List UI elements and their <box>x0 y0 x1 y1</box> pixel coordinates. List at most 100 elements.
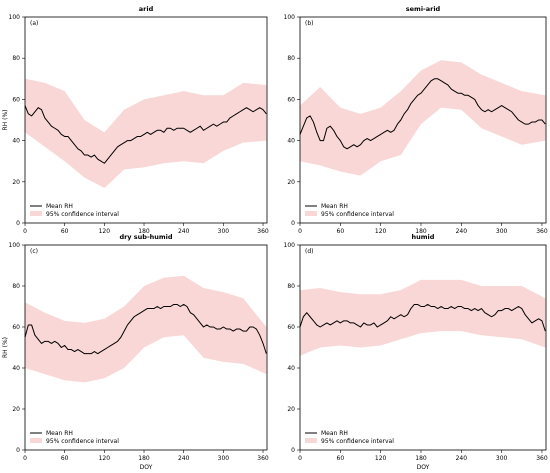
panel-label: (d) <box>305 248 314 255</box>
axes-frame <box>299 16 547 224</box>
plot-area <box>299 60 546 176</box>
confidence-band <box>300 279 546 356</box>
y-axis-label: RH (%) <box>2 337 9 358</box>
y-axis-label: RH (%) <box>2 110 9 131</box>
legend-label-band: 95% confidence interval <box>321 211 394 218</box>
axes-frame <box>24 16 268 224</box>
y-tick-label: 60 <box>287 324 295 331</box>
plot-area <box>24 78 267 188</box>
panel-dry-sub-humid: 0 60 120 180 240 300 360 0 20 40 60 80 100 dry sub-hu… <box>2 233 269 471</box>
x-tick-label: 60 <box>61 228 69 235</box>
x-tick-label: 300 <box>496 455 508 462</box>
x-tick-label: 240 <box>178 455 190 462</box>
panel-arid: 0 60 120 180 240 300 360 0 20 40 60 80 100 arid (a) RH … <box>2 5 269 235</box>
x-tick-label: 300 <box>496 228 508 235</box>
x-tick-label: 180 <box>138 228 150 235</box>
y-tick-label: 80 <box>12 55 20 62</box>
confidence-band <box>300 60 546 176</box>
x-tick-label: 240 <box>456 228 468 235</box>
panel-label: (b) <box>305 20 314 27</box>
x-tick-label: 0 <box>298 228 302 235</box>
y-tick-label: 40 <box>12 365 20 372</box>
x-tick-label: 180 <box>138 455 150 462</box>
x-tick-label: 120 <box>99 455 111 462</box>
panel-title: semi-arid <box>406 5 441 13</box>
x-tick-label: 360 <box>536 455 548 462</box>
y-tick-label: 0 <box>291 220 295 227</box>
y-tick-label: 60 <box>12 96 20 103</box>
x-tick-label: 360 <box>257 228 269 235</box>
mean-rh-line <box>299 78 546 150</box>
axes-frame <box>299 244 547 451</box>
legend-swatch-band <box>305 211 317 216</box>
x-tick-label: 0 <box>23 455 27 462</box>
panel-title: dry sub-humid <box>119 233 172 241</box>
y-tick-label: 20 <box>12 179 20 186</box>
y-tick-label: 60 <box>12 324 20 331</box>
x-axis-label: DOY <box>140 464 153 471</box>
x-tick-label: 60 <box>337 228 345 235</box>
legend-swatch-band <box>305 438 317 443</box>
panel-label: (c) <box>30 248 38 255</box>
x-tick-label: 360 <box>536 228 548 235</box>
x-tick-label: 120 <box>375 455 387 462</box>
legend-label-band: 95% confidence interval <box>46 211 119 218</box>
legend-swatch-band <box>30 211 42 216</box>
y-tick-label: 100 <box>284 242 296 249</box>
confidence-band <box>25 275 267 383</box>
y-tick-label: 20 <box>12 406 20 413</box>
x-tick-label: 240 <box>178 228 190 235</box>
y-tick-label: 0 <box>291 447 295 454</box>
x-tick-label: 180 <box>415 455 427 462</box>
x-tick-label: 120 <box>99 228 111 235</box>
x-tick-label: 180 <box>415 228 427 235</box>
y-tick-label: 40 <box>287 138 295 145</box>
panel-semi-arid: 0 60 120 180 240 300 360 0 20 40 60 80 100 semi-arid (… <box>284 5 548 235</box>
y-tick-label: 0 <box>16 447 20 454</box>
panel-title: arid <box>139 5 154 13</box>
y-tick-label: 80 <box>287 283 295 290</box>
plot-area <box>24 275 267 383</box>
x-tick-label: 0 <box>23 228 27 235</box>
x-tick-label: 0 <box>298 455 302 462</box>
x-tick-label: 300 <box>218 455 230 462</box>
x-axis-label: DOY <box>417 464 430 471</box>
y-tick-label: 20 <box>287 406 295 413</box>
y-tick-label: 60 <box>287 96 295 103</box>
legend-label-mean: Mean RH <box>46 203 73 210</box>
y-tick-label: 100 <box>284 14 296 21</box>
panel-title: humid <box>412 233 435 241</box>
legend-label-band: 95% confidence interval <box>46 438 119 445</box>
x-tick-label: 60 <box>337 455 345 462</box>
panel-humid: 0 60 120 180 240 300 360 0 20 40 60 80 100 humid (d) DO… <box>284 233 548 471</box>
legend-label-mean: Mean RH <box>321 430 348 437</box>
y-tick-label: 100 <box>9 14 21 21</box>
plot-area <box>299 279 546 356</box>
y-tick-label: 20 <box>287 179 295 186</box>
y-tick-label: 80 <box>287 55 295 62</box>
axes-frame <box>24 244 268 451</box>
legend-label-band: 95% confidence interval <box>321 438 394 445</box>
x-tick-label: 300 <box>218 228 230 235</box>
y-tick-label: 40 <box>287 365 295 372</box>
panel-label: (a) <box>30 20 38 27</box>
mean-rh-line <box>24 105 267 164</box>
y-tick-label: 0 <box>16 220 20 227</box>
mean-rh-line <box>24 303 267 355</box>
x-tick-label: 360 <box>257 455 269 462</box>
y-tick-label: 100 <box>9 242 21 249</box>
mean-rh-line <box>299 303 546 332</box>
x-tick-label: 120 <box>375 228 387 235</box>
legend-label-mean: Mean RH <box>321 203 348 210</box>
x-tick-label: 240 <box>456 455 468 462</box>
y-tick-label: 40 <box>12 138 20 145</box>
x-tick-label: 60 <box>61 455 69 462</box>
y-tick-label: 80 <box>12 283 20 290</box>
legend-label-mean: Mean RH <box>46 430 73 437</box>
legend-swatch-band <box>30 438 42 443</box>
